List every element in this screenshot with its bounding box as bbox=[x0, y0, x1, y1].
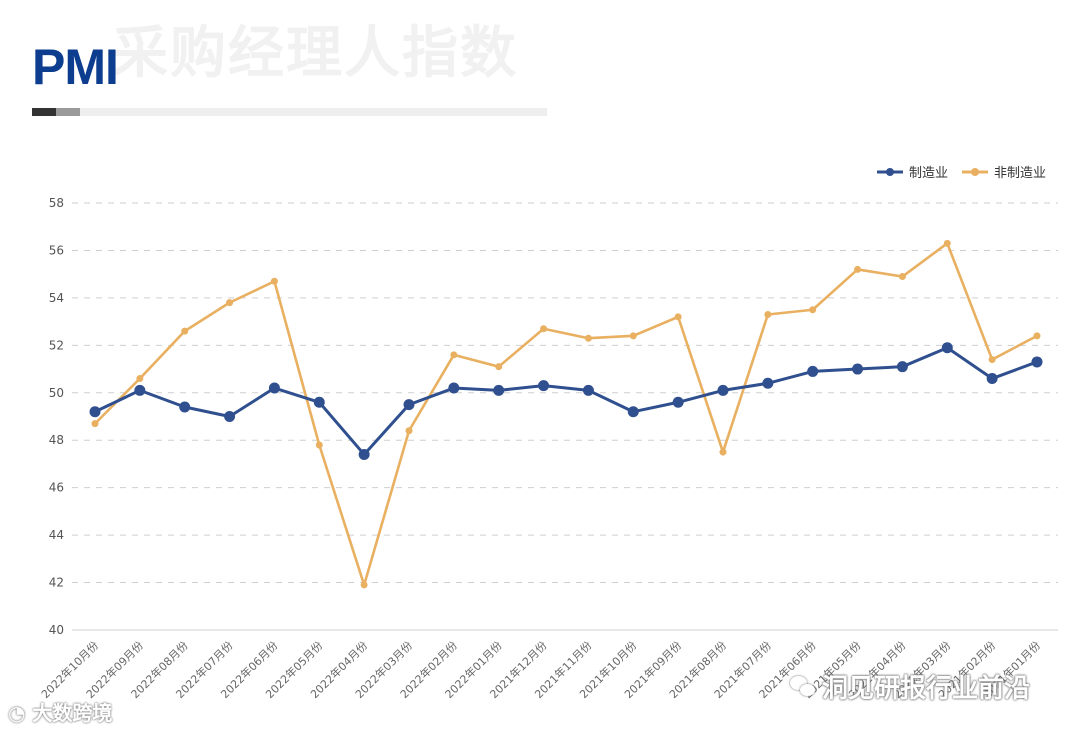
y-tick-label: 52 bbox=[49, 338, 64, 352]
data-point-non-manufacturing bbox=[136, 375, 144, 383]
watermark-left-text: 大数跨境 bbox=[32, 701, 113, 725]
series-line-non-manufacturing bbox=[94, 242, 1038, 587]
data-point-manufacturing bbox=[852, 363, 864, 375]
watermark-right: 洞见研报行业前沿 bbox=[790, 668, 1030, 705]
data-point-manufacturing bbox=[134, 384, 146, 396]
data-point-non-manufacturing bbox=[405, 427, 413, 435]
data-point-non-manufacturing bbox=[540, 325, 548, 333]
data-point-manufacturing bbox=[896, 361, 908, 373]
data-point-manufacturing bbox=[538, 380, 550, 392]
data-point-manufacturing bbox=[807, 365, 819, 377]
data-point-non-manufacturing bbox=[495, 363, 503, 371]
data-point-non-manufacturing bbox=[674, 313, 682, 321]
y-tick-label: 56 bbox=[49, 243, 64, 257]
legend-marker bbox=[886, 168, 894, 176]
data-point-non-manufacturing bbox=[898, 273, 906, 281]
data-point-non-manufacturing bbox=[764, 310, 772, 318]
data-point-non-manufacturing bbox=[315, 441, 323, 449]
title-divider-light bbox=[80, 108, 547, 116]
data-point-non-manufacturing bbox=[360, 581, 368, 589]
data-point-non-manufacturing bbox=[270, 277, 278, 285]
data-point-manufacturing bbox=[313, 396, 325, 408]
data-point-manufacturing bbox=[89, 406, 101, 418]
series-line-manufacturing bbox=[94, 346, 1038, 456]
wechat-icon bbox=[790, 675, 816, 698]
data-point-non-manufacturing bbox=[719, 448, 727, 456]
data-point-manufacturing bbox=[627, 406, 639, 418]
y-tick-label: 46 bbox=[49, 481, 64, 495]
data-point-non-manufacturing bbox=[181, 327, 189, 335]
data-point-non-manufacturing bbox=[450, 351, 458, 359]
y-tick-label: 58 bbox=[49, 196, 64, 210]
data-point-manufacturing bbox=[224, 411, 236, 422]
data-point-non-manufacturing bbox=[854, 265, 862, 273]
y-tick-label: 54 bbox=[49, 291, 64, 305]
data-point-non-manufacturing bbox=[91, 420, 99, 428]
legend-label: 制造业 bbox=[909, 166, 948, 181]
data-point-manufacturing bbox=[672, 396, 684, 408]
data-point-manufacturing bbox=[941, 342, 953, 354]
data-point-manufacturing bbox=[448, 382, 460, 394]
data-point-manufacturing bbox=[1031, 356, 1043, 368]
data-point-non-manufacturing bbox=[629, 332, 637, 340]
data-point-manufacturing bbox=[179, 401, 191, 413]
data-point-manufacturing bbox=[717, 384, 729, 396]
data-point-manufacturing bbox=[358, 448, 370, 460]
title-divider-mid bbox=[56, 108, 80, 116]
y-tick-label: 40 bbox=[49, 623, 64, 637]
background-title: 采购经理人指数 bbox=[112, 21, 518, 86]
data-point-non-manufacturing bbox=[809, 306, 817, 314]
data-point-manufacturing bbox=[762, 377, 774, 389]
data-point-manufacturing bbox=[403, 399, 415, 411]
data-point-non-manufacturing bbox=[1033, 332, 1041, 340]
watermark-right-text: 洞见研报行业前沿 bbox=[822, 674, 1031, 704]
title-divider-dark bbox=[32, 108, 56, 116]
legend-label: 非制造业 bbox=[994, 166, 1046, 181]
data-point-non-manufacturing bbox=[988, 356, 996, 364]
y-tick-label: 48 bbox=[49, 433, 64, 447]
data-point-non-manufacturing bbox=[226, 299, 234, 307]
watermark-left: ◔ 大数跨境 bbox=[8, 697, 112, 726]
y-tick-label: 50 bbox=[49, 386, 64, 400]
y-tick-label: 42 bbox=[49, 576, 64, 590]
data-point-manufacturing bbox=[493, 384, 505, 396]
data-point-manufacturing bbox=[986, 373, 998, 385]
legend-marker bbox=[971, 168, 979, 176]
data-point-manufacturing bbox=[582, 384, 594, 396]
data-point-non-manufacturing bbox=[943, 239, 951, 247]
wechat-bubble-icon: ◔ bbox=[8, 701, 26, 725]
y-tick-label: 44 bbox=[49, 528, 64, 542]
data-point-non-manufacturing bbox=[584, 334, 592, 342]
page-title: PMI bbox=[32, 39, 119, 95]
data-point-manufacturing bbox=[268, 382, 280, 394]
